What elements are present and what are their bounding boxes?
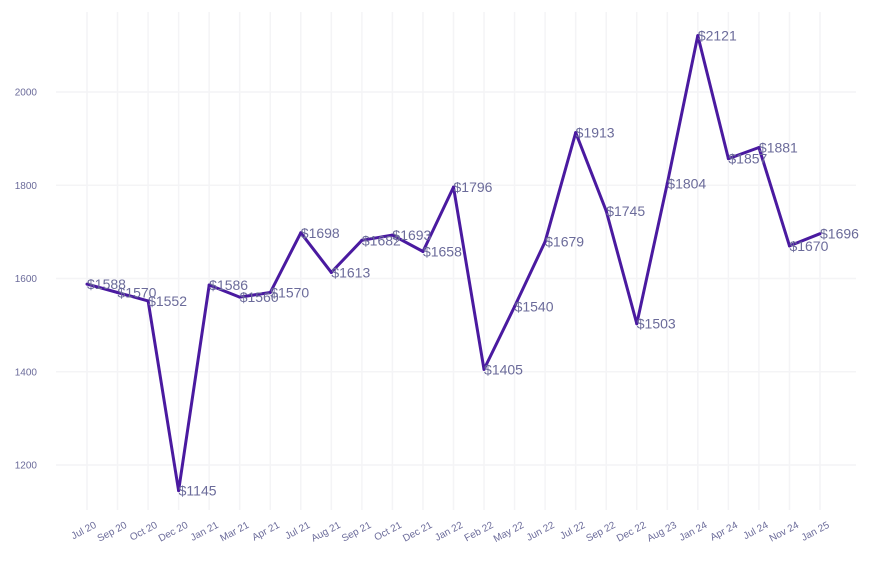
data-label: $2121 — [698, 28, 737, 44]
x-tick-label: Jan 21 — [189, 520, 221, 544]
data-point — [513, 304, 517, 308]
x-tick-label: Jul 20 — [70, 520, 99, 542]
data-label: $1586 — [209, 277, 248, 293]
data-label: $1913 — [576, 125, 615, 141]
data-label: $1570 — [118, 284, 157, 300]
y-tick-label: 1400 — [15, 367, 38, 378]
data-point — [635, 322, 639, 326]
x-tick-label: Dec 20 — [157, 520, 191, 545]
x-tick-label: Aug 21 — [310, 520, 344, 545]
data-label: $1881 — [759, 139, 798, 155]
data-point — [238, 295, 242, 299]
series-line-group — [85, 34, 822, 493]
data-label: $1670 — [789, 238, 828, 254]
y-tick-label: 2000 — [15, 88, 38, 99]
data-label: $1796 — [454, 179, 493, 195]
x-tick-label: Jan 25 — [800, 520, 832, 544]
y-tick-label: 1800 — [15, 181, 38, 192]
data-point — [604, 209, 608, 213]
x-tick-label: Sep 21 — [340, 520, 374, 545]
grid — [56, 12, 856, 510]
y-axis-ticks: 1200 1400 1600 1800 2000 — [15, 88, 38, 472]
data-label: $1145 — [179, 483, 217, 499]
x-tick-label: Dec 21 — [401, 520, 435, 545]
x-tick-label: Jul 24 — [742, 520, 771, 542]
x-tick-label: Jul 21 — [283, 520, 312, 542]
data-label: $1552 — [148, 293, 187, 309]
x-tick-label: Dec 22 — [615, 520, 649, 545]
data-label: $1696 — [820, 226, 859, 242]
data-point — [452, 185, 455, 189]
data-point — [116, 290, 120, 294]
data-label: $1613 — [331, 264, 370, 280]
data-point — [574, 131, 578, 135]
data-point — [299, 231, 303, 235]
x-tick-label: Apr 21 — [250, 520, 282, 544]
data-label: $1698 — [301, 225, 340, 241]
data-label: $1693 — [392, 227, 431, 243]
x-tick-label: Feb 22 — [463, 520, 496, 545]
x-tick-label: Jul 22 — [558, 520, 587, 542]
x-tick-label: May 22 — [492, 520, 527, 545]
data-point — [665, 181, 669, 185]
x-tick-label: Apr 24 — [709, 520, 741, 544]
data-point — [146, 299, 150, 303]
data-point — [177, 489, 181, 493]
x-tick-label: Nov 24 — [768, 520, 802, 545]
data-point — [421, 249, 425, 253]
data-point — [360, 238, 364, 242]
data-point — [726, 157, 730, 161]
data-point — [543, 240, 547, 244]
x-tick-label: Sep 22 — [584, 520, 618, 545]
data-label: $1658 — [423, 243, 462, 259]
x-tick-label: Aug 23 — [646, 520, 680, 545]
x-tick-label: Oct 20 — [128, 520, 160, 544]
data-point — [390, 233, 394, 237]
data-label: $1588 — [87, 276, 126, 292]
data-label: $1804 — [667, 175, 706, 191]
data-point — [787, 244, 791, 248]
data-point — [696, 34, 700, 38]
data-label: $1560 — [240, 289, 279, 305]
data-label: $1679 — [545, 234, 584, 250]
data-point — [329, 270, 333, 274]
data-point — [268, 290, 272, 294]
data-label: $1405 — [484, 361, 523, 377]
x-tick-label: Jun 22 — [525, 520, 557, 544]
x-tick-label: Jan 24 — [678, 520, 710, 544]
data-labels: $1588$1570$1552$1145$1586$1560$1570$1698… — [87, 28, 859, 499]
data-label: $1682 — [362, 232, 401, 248]
data-point — [757, 145, 761, 149]
y-tick-label: 1600 — [15, 274, 38, 285]
data-label: $1570 — [270, 284, 309, 300]
data-point — [85, 282, 89, 286]
y-tick-label: 1200 — [15, 461, 38, 472]
x-tick-label: Mar 21 — [218, 520, 251, 545]
data-label: $1857 — [728, 151, 767, 167]
x-tick-label: Jan 22 — [433, 520, 465, 544]
data-point — [482, 367, 486, 371]
data-point — [818, 232, 822, 236]
x-tick-label: Oct 21 — [373, 520, 405, 544]
data-label: $1745 — [606, 203, 645, 219]
x-tick-label: Sep 20 — [96, 520, 130, 545]
data-point — [207, 283, 211, 287]
data-label: $1503 — [637, 316, 676, 332]
data-label: $1540 — [515, 298, 554, 314]
